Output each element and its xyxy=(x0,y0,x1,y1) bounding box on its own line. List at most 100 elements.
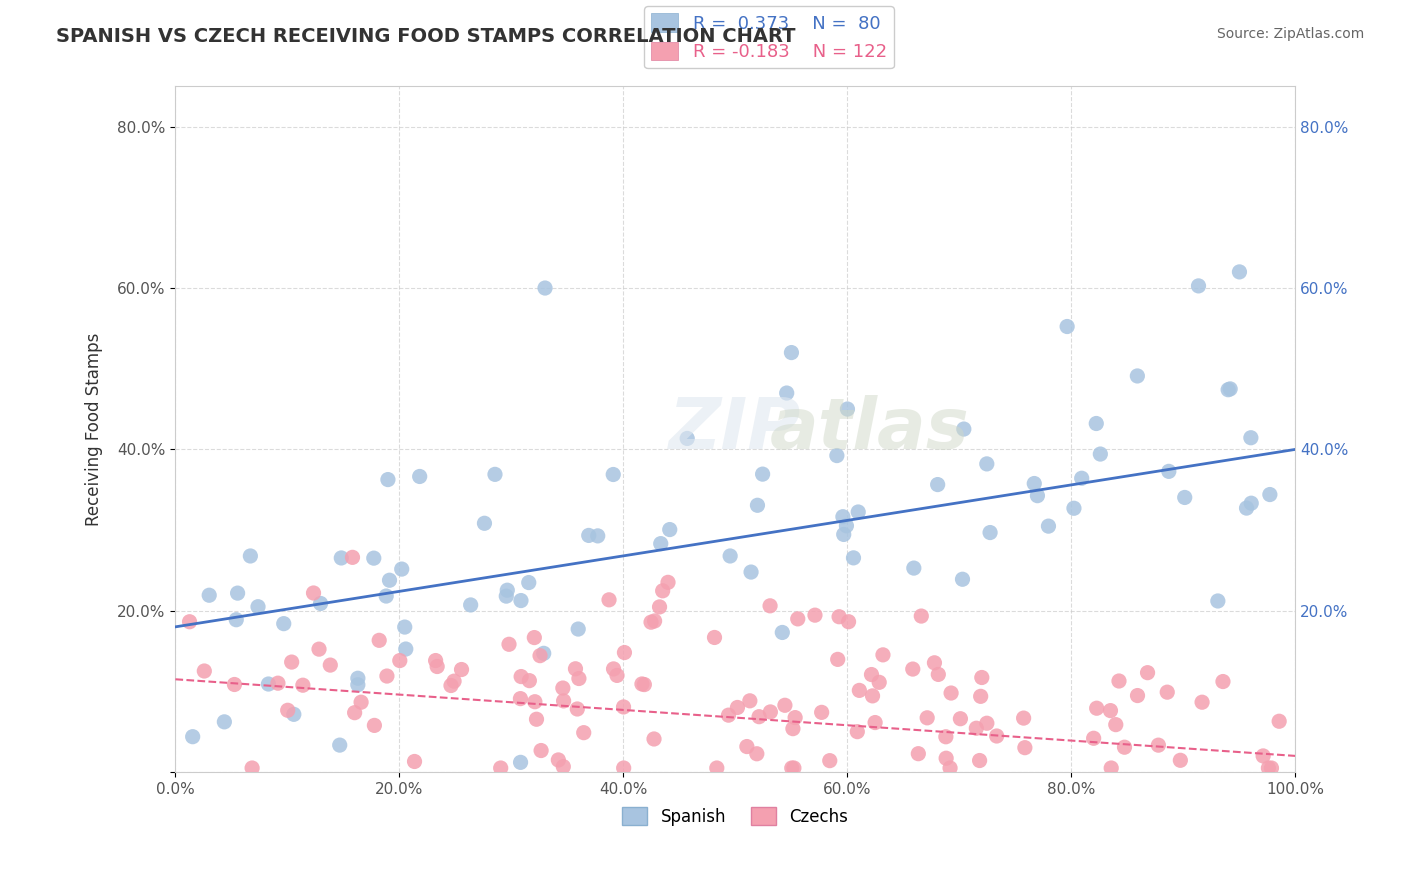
Point xyxy=(735,739,758,754)
Point xyxy=(1218,383,1240,397)
Point xyxy=(1126,689,1149,703)
Point xyxy=(553,759,575,773)
Point xyxy=(1206,594,1229,608)
Point xyxy=(193,664,215,678)
Point xyxy=(1240,431,1263,445)
Point xyxy=(785,710,807,724)
Point xyxy=(965,721,987,735)
Point xyxy=(903,561,925,575)
Point xyxy=(280,655,302,669)
Point xyxy=(388,654,411,668)
Point xyxy=(650,536,672,550)
Point xyxy=(640,615,662,630)
Point xyxy=(776,386,799,401)
Point xyxy=(848,683,870,698)
Point xyxy=(868,675,890,690)
Point xyxy=(1257,761,1279,775)
Point xyxy=(443,674,465,689)
Point xyxy=(1258,487,1281,501)
Point xyxy=(927,667,949,681)
Point xyxy=(747,498,769,512)
Point xyxy=(706,761,728,775)
Point xyxy=(1187,279,1209,293)
Point xyxy=(425,654,447,668)
Point xyxy=(1083,731,1105,746)
Point xyxy=(568,672,591,686)
Point xyxy=(1056,319,1078,334)
Point xyxy=(1099,704,1122,718)
Point xyxy=(350,695,373,709)
Point xyxy=(484,467,506,482)
Point xyxy=(329,738,352,752)
Point xyxy=(1170,753,1192,767)
Point xyxy=(773,698,796,713)
Point xyxy=(1260,761,1282,775)
Point xyxy=(214,714,236,729)
Point xyxy=(818,754,841,768)
Point xyxy=(969,754,991,768)
Point xyxy=(347,671,370,685)
Point xyxy=(489,761,512,775)
Point xyxy=(510,593,533,607)
Point xyxy=(658,523,681,537)
Point xyxy=(226,586,249,600)
Point xyxy=(363,718,385,732)
Point xyxy=(780,345,803,359)
Point xyxy=(602,662,624,676)
Point xyxy=(523,631,546,645)
Point xyxy=(224,677,246,691)
Point xyxy=(181,730,204,744)
Point xyxy=(283,707,305,722)
Point xyxy=(553,694,575,708)
Point xyxy=(759,599,782,613)
Point xyxy=(1251,748,1274,763)
Point xyxy=(257,677,280,691)
Point xyxy=(846,724,869,739)
Point xyxy=(924,656,946,670)
Point xyxy=(567,702,589,716)
Point xyxy=(738,694,761,708)
Point xyxy=(939,686,962,700)
Point xyxy=(198,588,221,602)
Point xyxy=(277,703,299,717)
Point xyxy=(907,747,929,761)
Point xyxy=(1212,674,1234,689)
Point xyxy=(375,669,398,683)
Point xyxy=(1024,476,1046,491)
Point xyxy=(1026,489,1049,503)
Point xyxy=(330,551,353,566)
Point xyxy=(547,753,569,767)
Point xyxy=(780,761,803,775)
Point xyxy=(970,671,993,685)
Point xyxy=(1085,701,1108,715)
Point xyxy=(831,509,853,524)
Point xyxy=(319,658,342,673)
Point xyxy=(302,586,325,600)
Point xyxy=(460,598,482,612)
Point xyxy=(408,469,430,483)
Point xyxy=(825,449,848,463)
Point xyxy=(872,648,894,662)
Point xyxy=(1240,496,1263,510)
Point xyxy=(517,575,540,590)
Point xyxy=(572,725,595,739)
Point xyxy=(567,622,589,636)
Point xyxy=(1038,519,1060,533)
Point xyxy=(498,637,520,651)
Legend: Spanish, Czechs: Spanish, Czechs xyxy=(616,801,855,832)
Point xyxy=(935,730,957,744)
Point xyxy=(718,549,741,563)
Point xyxy=(1219,382,1241,396)
Point xyxy=(551,681,574,695)
Point xyxy=(523,695,546,709)
Point xyxy=(976,457,998,471)
Point xyxy=(804,608,827,623)
Point xyxy=(391,562,413,576)
Point xyxy=(770,625,793,640)
Point xyxy=(810,706,832,720)
Point xyxy=(564,662,586,676)
Point xyxy=(239,549,262,563)
Point xyxy=(378,573,401,587)
Point xyxy=(291,678,314,692)
Point xyxy=(347,678,370,692)
